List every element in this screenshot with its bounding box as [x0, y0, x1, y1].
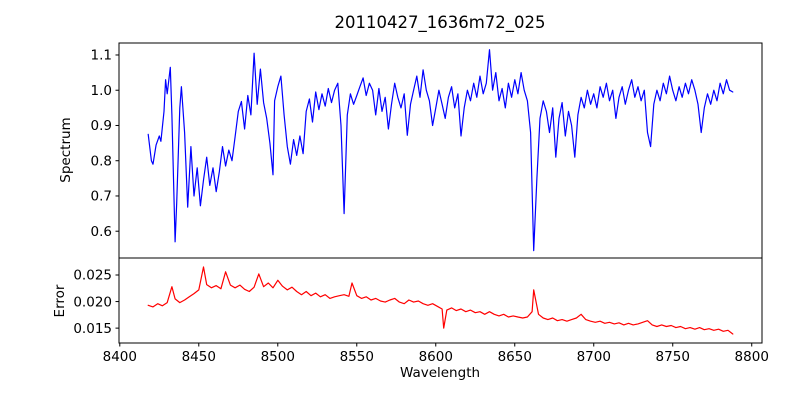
x-tick-label: 8750	[656, 349, 690, 365]
spectrum-y-tick-label: 1.1	[91, 48, 112, 64]
x-tick-label: 8700	[577, 349, 611, 365]
spectrum-y-tick-label: 0.7	[91, 189, 112, 205]
chart-title: 20110427_1636m72_025	[334, 13, 545, 33]
error-line	[147, 266, 734, 335]
x-axis-label: Wavelength	[400, 365, 480, 381]
spectrum-y-axis-label: Spectrum	[58, 117, 74, 182]
spectrum-y-tick-label: 1.0	[91, 83, 112, 99]
ticks-group: 0.6 0.7 0.8 0.9 1.0 1.1 0.015 0.020 0.025 8400 845…	[73, 48, 769, 365]
spectrum-line	[147, 49, 734, 252]
spectrum-y-tick-label: 0.8	[91, 153, 112, 169]
x-tick-label: 8550	[340, 349, 374, 365]
x-tick-label: 8800	[735, 349, 769, 365]
x-tick-label: 8450	[182, 349, 216, 365]
error-y-tick-label: 0.020	[73, 294, 112, 310]
spectrum-y-tick-label: 0.6	[91, 224, 112, 240]
x-tick-label: 8500	[261, 349, 295, 365]
error-y-axis-label: Error	[52, 284, 68, 317]
x-tick-label: 8400	[103, 349, 137, 365]
error-y-tick-label: 0.015	[73, 321, 112, 337]
spectrum-axes-frame	[118, 42, 763, 259]
series-group	[147, 49, 734, 335]
spectrum-y-tick-label: 0.9	[91, 118, 112, 134]
error-y-tick-label: 0.025	[73, 268, 112, 284]
error-axes-frame	[118, 257, 763, 344]
x-tick-label: 8600	[419, 349, 453, 365]
x-tick-label: 8650	[498, 349, 532, 365]
